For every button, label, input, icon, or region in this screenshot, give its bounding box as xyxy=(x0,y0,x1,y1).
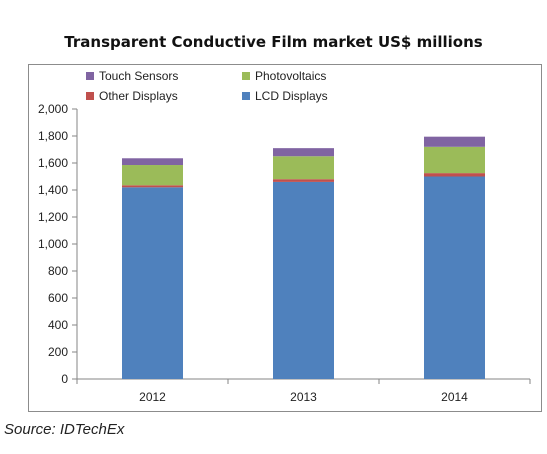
x-tick-label: 2012 xyxy=(139,390,166,404)
bar-segment-photovoltaics xyxy=(273,156,334,180)
y-tick-label: 600 xyxy=(48,291,68,305)
chart-title: Transparent Conductive Film market US$ m… xyxy=(64,33,483,51)
y-tick-label: 2,000 xyxy=(38,102,68,116)
legend-swatch xyxy=(86,72,94,80)
legend-label: Other Displays xyxy=(99,89,178,103)
y-tick-label: 0 xyxy=(61,372,68,386)
bar-segment-other-displays xyxy=(273,179,334,182)
bar-segment-touch-sensors xyxy=(122,158,183,166)
y-tick-label: 800 xyxy=(48,264,68,278)
bar-segment-photovoltaics xyxy=(122,165,183,186)
y-tick-label: 1,600 xyxy=(38,156,68,170)
source-caption: Source: IDTechEx xyxy=(4,421,125,438)
y-tick-label: 1,000 xyxy=(38,237,68,251)
y-tick-label: 400 xyxy=(48,318,68,332)
bar-segment-touch-sensors xyxy=(424,136,485,147)
bar-segment-touch-sensors xyxy=(273,148,334,157)
legend-swatch xyxy=(86,92,94,100)
y-tick-label: 1,800 xyxy=(38,129,68,143)
legend-label: Photovoltaics xyxy=(255,69,326,83)
bar-segment-other-displays xyxy=(122,185,183,188)
bar-segment-photovoltaics xyxy=(424,146,485,174)
bar-segment-lcd-displays xyxy=(273,181,334,379)
bar-segment-lcd-displays xyxy=(122,187,183,379)
y-tick-label: 1,200 xyxy=(38,210,68,224)
y-tick-label: 1,400 xyxy=(38,183,68,197)
legend-label: LCD Displays xyxy=(255,89,328,103)
legend-swatch xyxy=(242,92,250,100)
legend-label: Touch Sensors xyxy=(99,69,178,83)
legend-swatch xyxy=(242,72,250,80)
bar-segment-lcd-displays xyxy=(424,176,485,379)
y-tick-label: 200 xyxy=(48,345,68,359)
x-tick-label: 2013 xyxy=(290,390,317,404)
bar-segment-other-displays xyxy=(424,173,485,177)
x-tick-label: 2014 xyxy=(441,390,468,404)
